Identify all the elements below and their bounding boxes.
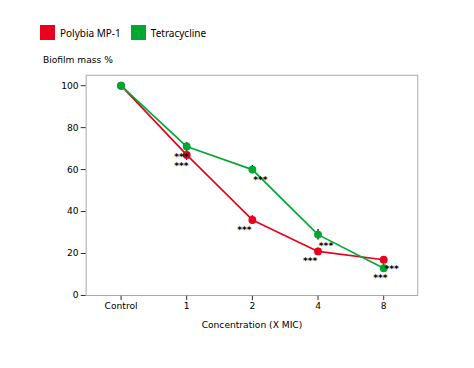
svg-text:***: ***: [237, 225, 252, 235]
svg-text:Control: Control: [105, 301, 138, 311]
html-text:Polybia MP-1: Polybia MP-1: [60, 25, 121, 40]
svg-text:60: 60: [67, 165, 79, 175]
svg-text:0: 0: [73, 290, 79, 300]
html-text:Tetracycline: Tetracycline: [150, 25, 207, 40]
svg-text:***: ***: [174, 152, 189, 162]
svg-text:40: 40: [67, 206, 79, 216]
svg-text:Concentration (X MIC): Concentration (X MIC): [202, 320, 303, 330]
svg-text:***: ***: [373, 273, 388, 283]
svg-text:***: ***: [253, 175, 268, 185]
svg-text:20: 20: [67, 248, 79, 258]
svg-text:***: ***: [319, 241, 334, 251]
svg-text:4: 4: [315, 301, 321, 311]
svg-text:Biofilm mass %: Biofilm mass %: [43, 55, 113, 65]
svg-text:***: ***: [174, 161, 189, 171]
svg-text:8: 8: [381, 301, 387, 311]
svg-text:***: ***: [384, 264, 399, 274]
svg-text:80: 80: [67, 123, 79, 133]
svg-text:2: 2: [249, 301, 255, 311]
svg-text:1: 1: [184, 301, 190, 311]
svg-text:***: ***: [303, 256, 318, 266]
svg-text:100: 100: [61, 81, 79, 91]
